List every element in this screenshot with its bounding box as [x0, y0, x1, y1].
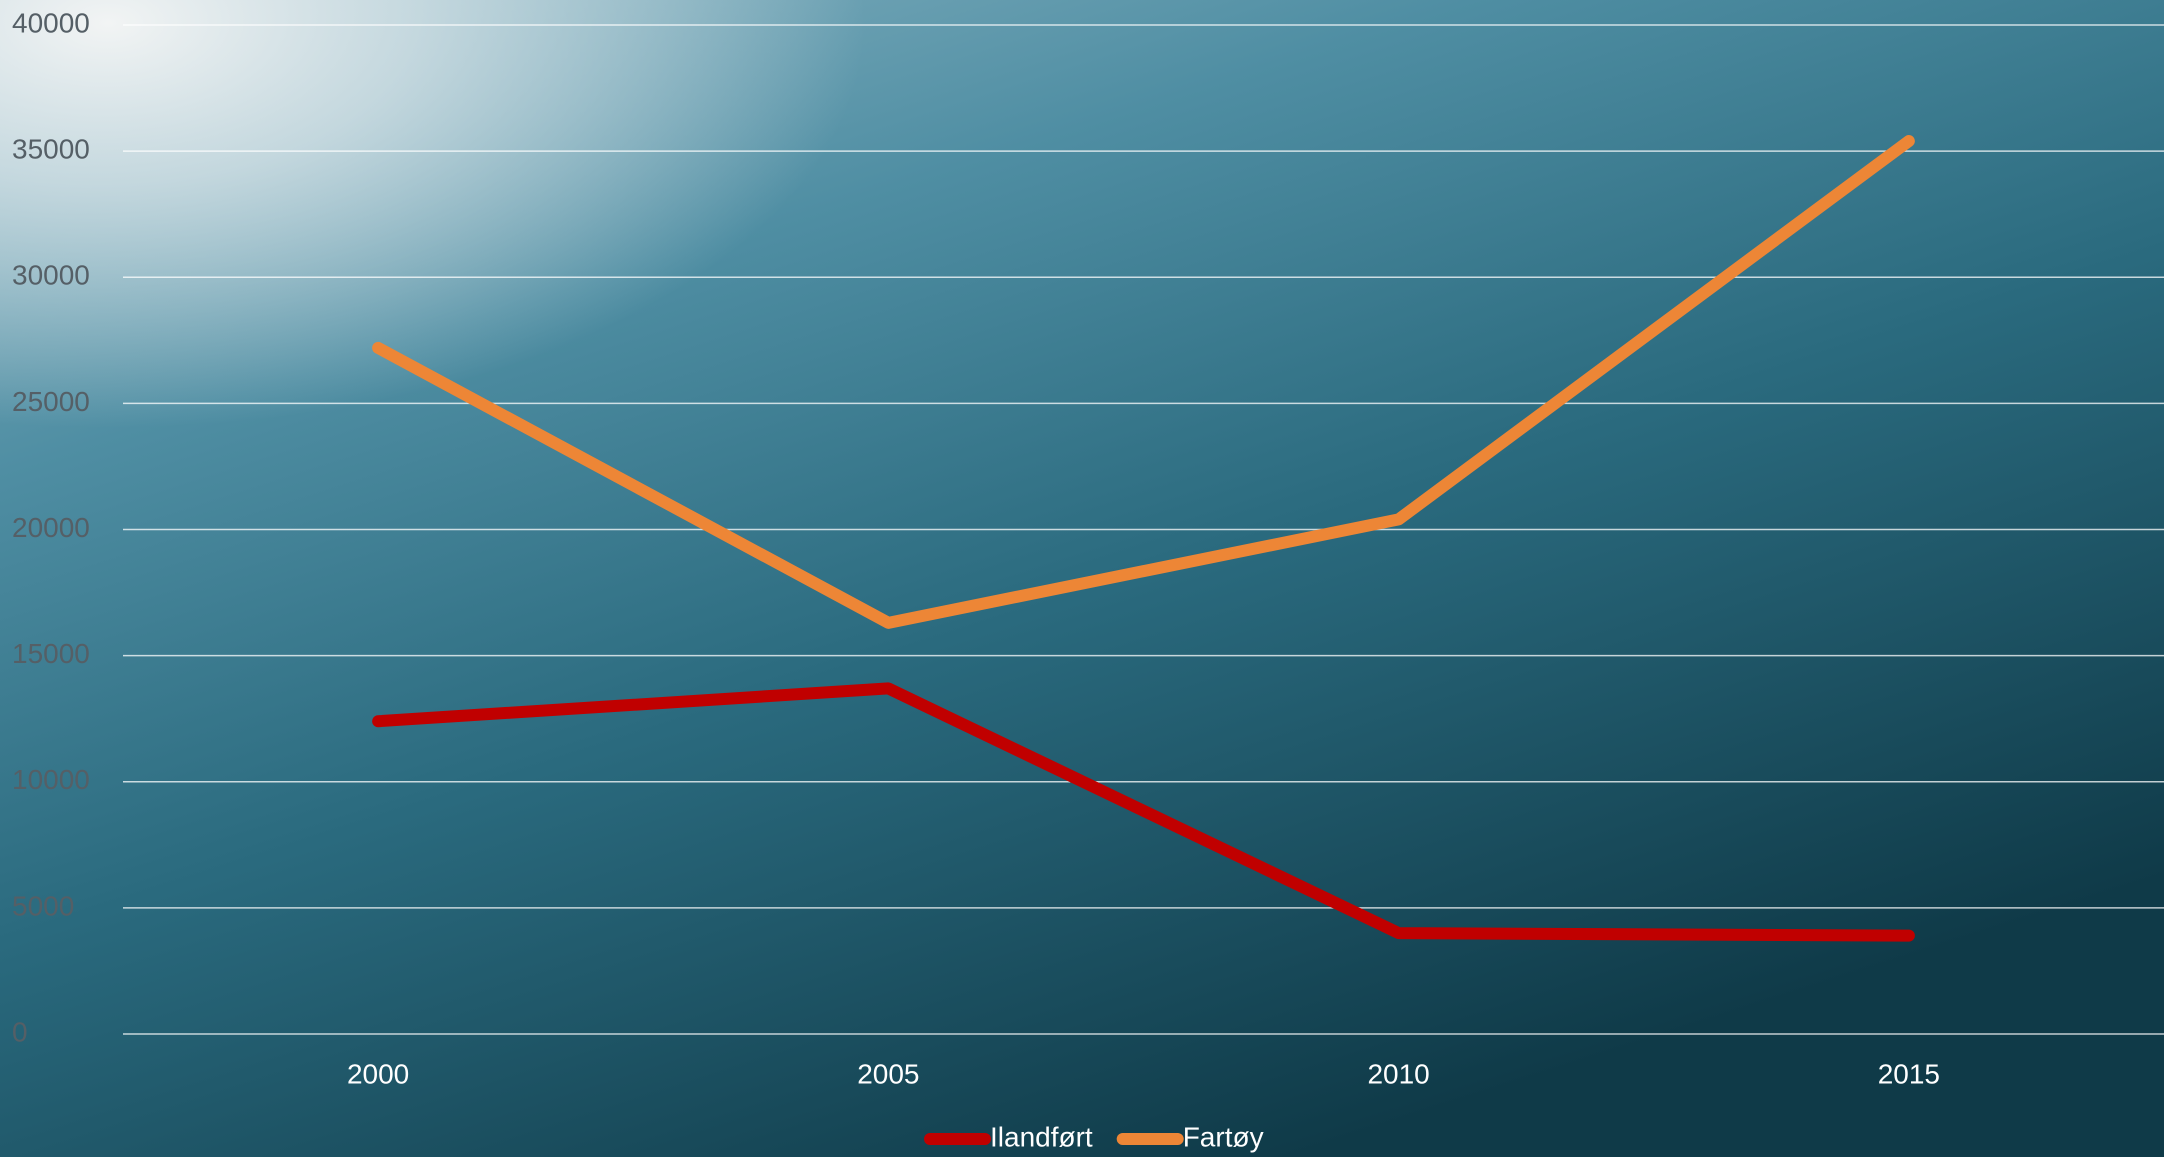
y-tick-label: 20000 — [12, 512, 90, 543]
y-tick-label: 15000 — [12, 638, 90, 669]
y-tick-label: 25000 — [12, 386, 90, 417]
x-tick-label: 2005 — [857, 1058, 919, 1089]
x-tick-label: 2000 — [347, 1058, 409, 1089]
y-tick-label: 30000 — [12, 260, 90, 291]
line-series — [372, 682, 1915, 942]
legend-label: Fartøy — [1183, 1121, 1264, 1152]
line-series — [372, 135, 1915, 629]
y-tick-label: 5000 — [12, 890, 74, 921]
y-tick-label: 10000 — [12, 764, 90, 795]
legend-label: Ilandført — [990, 1121, 1093, 1152]
y-tick-label: 0 — [12, 1016, 28, 1047]
x-tick-label: 2010 — [1367, 1058, 1429, 1089]
x-tick-label: 2015 — [1878, 1058, 1940, 1089]
y-tick-label: 40000 — [12, 7, 90, 38]
y-tick-label: 35000 — [12, 134, 90, 165]
